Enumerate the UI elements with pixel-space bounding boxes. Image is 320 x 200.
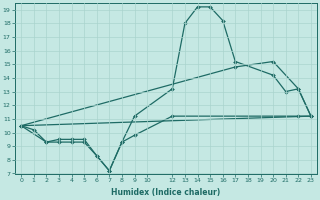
X-axis label: Humidex (Indice chaleur): Humidex (Indice chaleur) [111, 188, 221, 197]
